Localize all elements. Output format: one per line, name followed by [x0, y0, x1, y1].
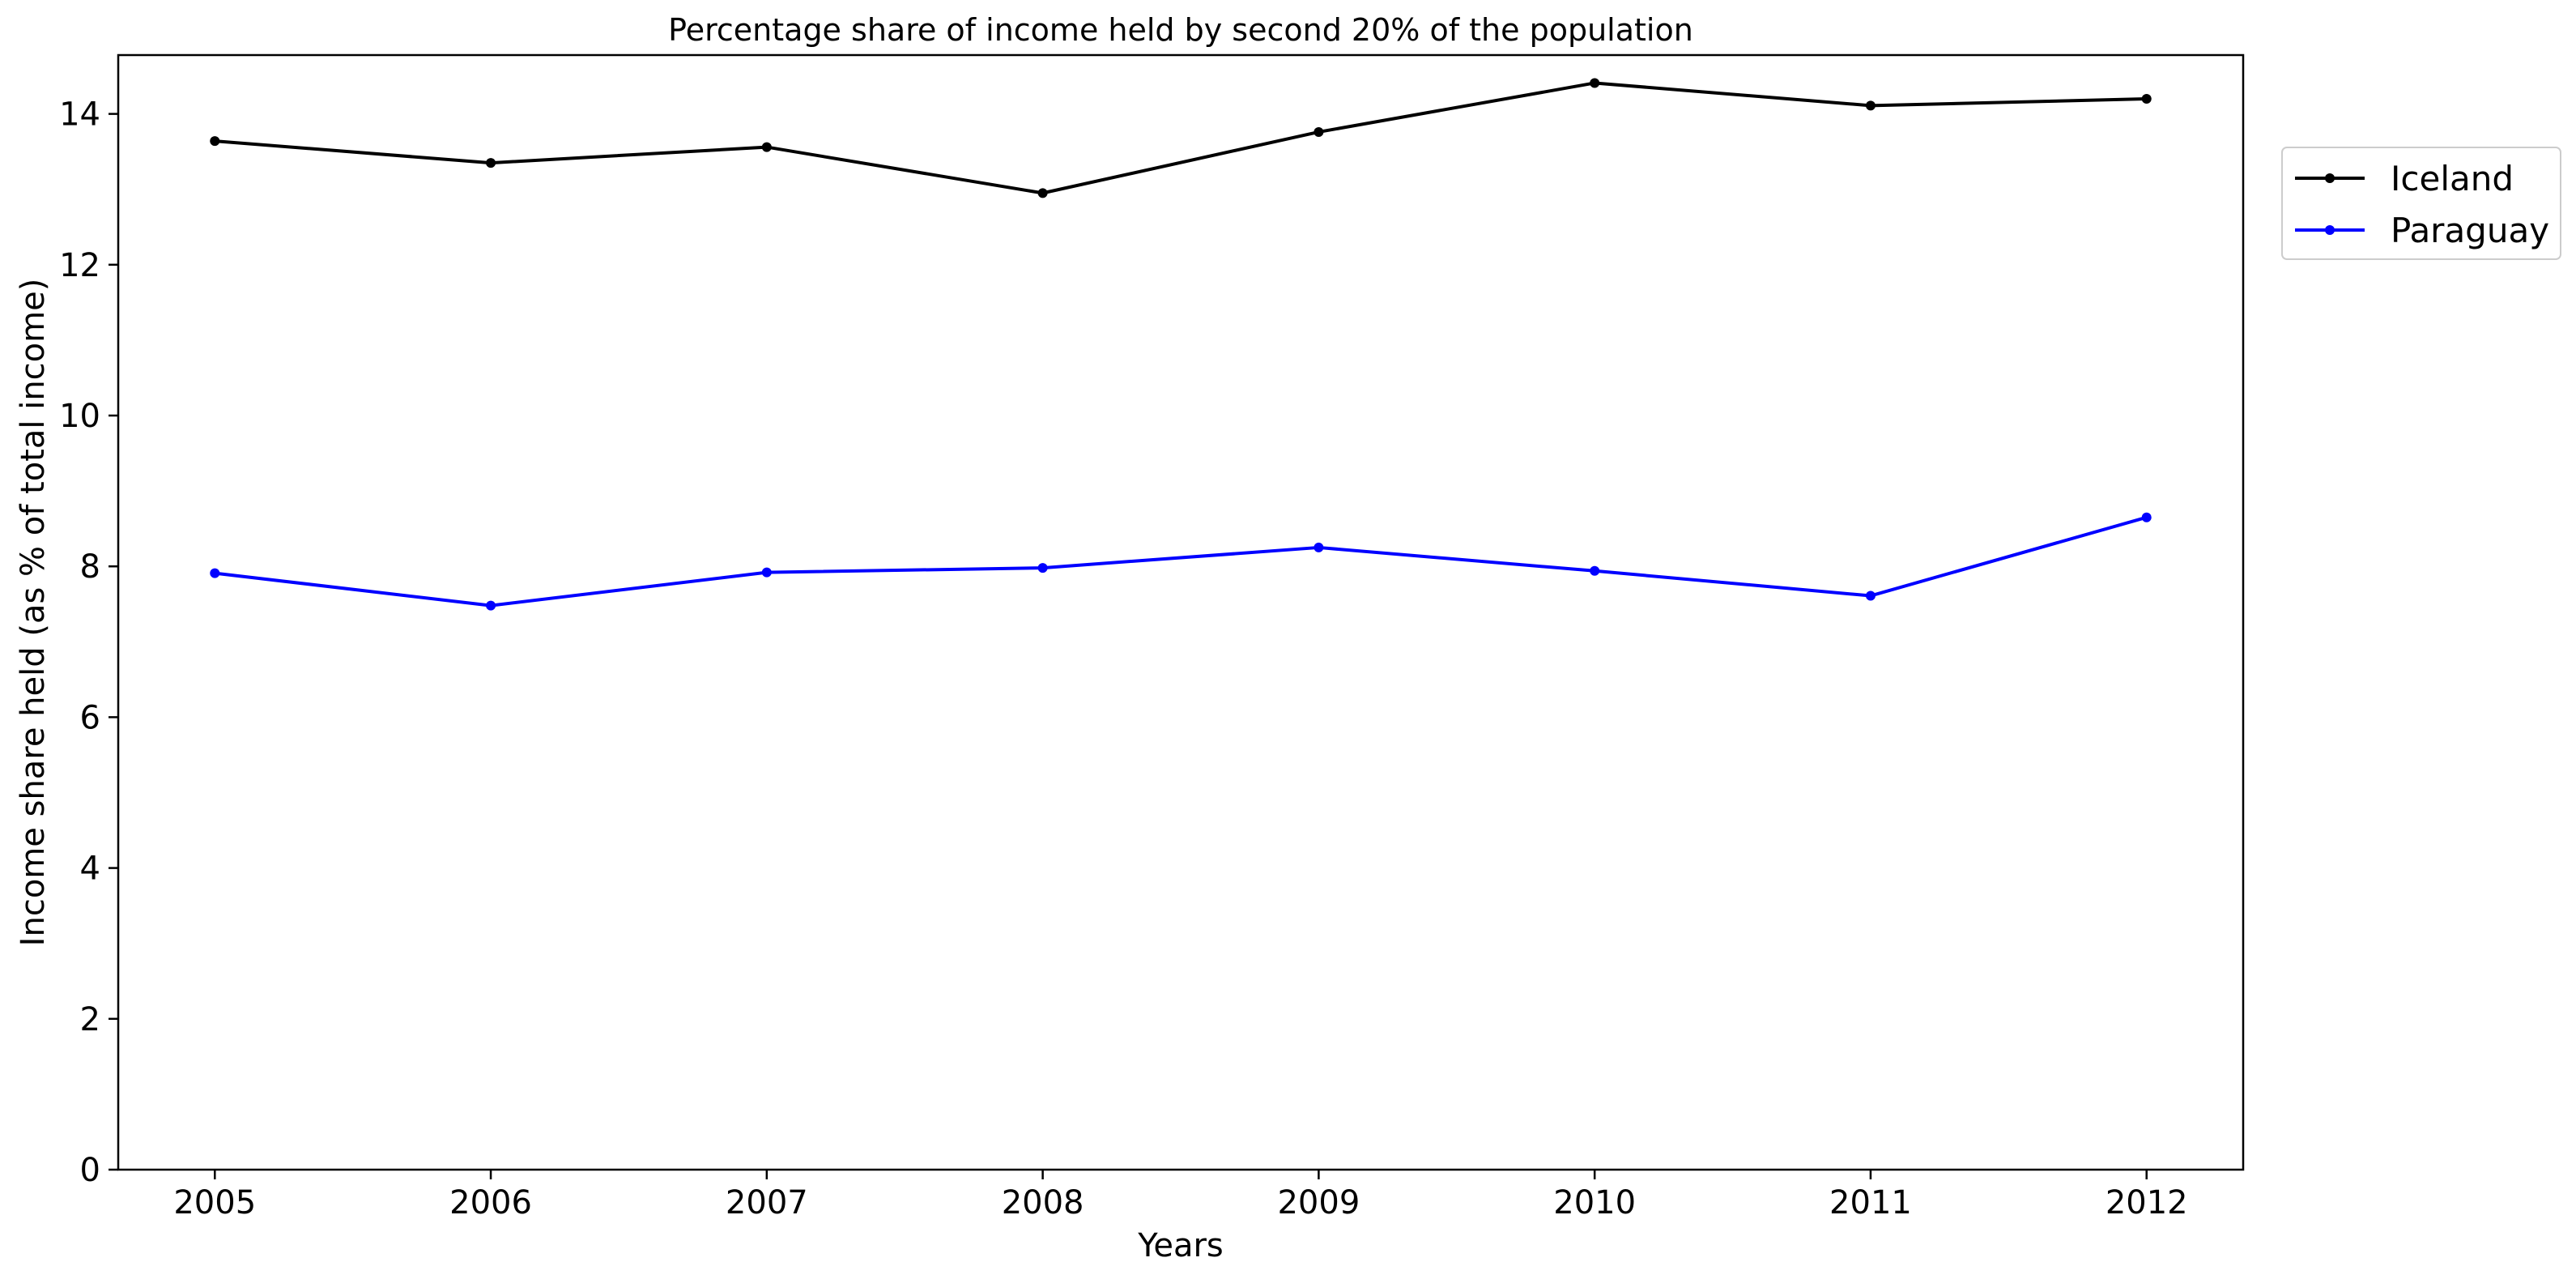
data-point-paraguay — [486, 600, 496, 611]
series-line-paraguay — [215, 515, 2148, 608]
chart-title: Percentage share of income held by secon… — [668, 12, 1693, 48]
data-point-iceland — [1865, 100, 1876, 111]
x-tick-label: 2005 — [173, 1184, 256, 1221]
legend-label: Iceland — [2391, 159, 2514, 198]
data-point-iceland — [1590, 78, 1600, 88]
data-point-iceland — [210, 136, 220, 147]
x-tick-label: 2010 — [1553, 1184, 1636, 1221]
y-tick-label: 6 — [80, 699, 100, 736]
x-tick-label: 2006 — [449, 1184, 532, 1221]
series-line-iceland — [215, 81, 2147, 195]
data-point-iceland — [1314, 126, 1324, 137]
y-axis-label: Income share held (as % of total income) — [15, 279, 52, 947]
legend-item-paraguay: Paraguay — [2295, 211, 2549, 250]
legend-label: Paraguay — [2391, 211, 2549, 250]
series-iceland — [210, 78, 2152, 198]
x-tick-label: 2011 — [1829, 1184, 1912, 1221]
series-layer — [210, 78, 2152, 611]
x-tick-label: 2012 — [2106, 1184, 2188, 1221]
x-axis: 2005 2006 2007 2008 2009 2010 2011 2012 — [173, 1170, 2188, 1221]
x-tick-label: 2009 — [1277, 1184, 1360, 1221]
legend-swatch-marker — [2325, 173, 2335, 183]
x-axis-label: Years — [1137, 1227, 1224, 1264]
x-tick-label: 2008 — [1002, 1184, 1084, 1221]
data-point-paraguay — [1865, 590, 1876, 601]
y-tick-label: 12 — [59, 247, 100, 284]
data-point-iceland — [761, 142, 772, 152]
data-point-paraguay — [1037, 563, 1048, 573]
y-tick-label: 4 — [80, 851, 100, 888]
y-tick-label: 10 — [59, 398, 100, 435]
legend-swatch-marker — [2325, 225, 2335, 235]
data-point-paraguay — [210, 568, 220, 578]
data-point-paraguay — [1314, 542, 1324, 552]
data-point-iceland — [2141, 93, 2152, 104]
plot-area-frame — [117, 53, 2245, 1171]
y-tick-label: 8 — [80, 548, 100, 586]
y-tick-label: 14 — [59, 96, 100, 134]
data-point-paraguay — [2141, 512, 2152, 522]
legend: Iceland Paraguay — [2281, 147, 2561, 260]
x-tick-label: 2007 — [726, 1184, 808, 1221]
data-point-iceland — [1037, 188, 1048, 198]
y-axis: 0 2 4 6 8 10 12 14 — [59, 96, 118, 1189]
y-tick-label: 2 — [80, 1001, 100, 1038]
data-point-paraguay — [761, 567, 772, 578]
legend-item-iceland: Iceland — [2295, 159, 2514, 198]
y-tick-label: 0 — [80, 1152, 100, 1189]
data-point-paraguay — [1590, 565, 1600, 576]
series-paraguay — [210, 512, 2152, 611]
data-point-iceland — [486, 158, 496, 168]
